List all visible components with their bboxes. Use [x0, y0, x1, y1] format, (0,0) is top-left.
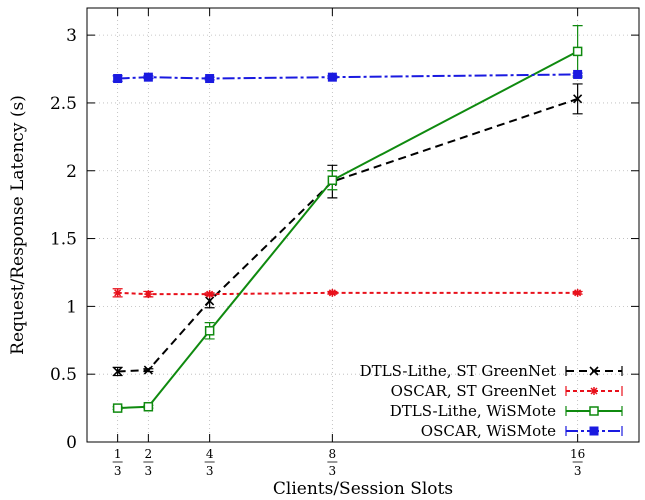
data-point — [573, 94, 583, 104]
legend-label: DTLS-Lithe, ST GreenNet — [360, 362, 556, 380]
data-point — [113, 366, 123, 377]
x-tick-label-denominator: 3 — [114, 464, 122, 478]
x-tick-label-numerator: 16 — [570, 447, 585, 461]
series-line — [117, 50, 579, 410]
legend-entry: DTLS-Lithe, ST GreenNet — [360, 362, 623, 380]
data-point — [144, 290, 153, 299]
data-point — [143, 401, 154, 412]
data-point — [327, 175, 338, 185]
data-point — [205, 296, 215, 306]
x-tick-label-denominator: 3 — [206, 464, 214, 478]
series-group — [112, 25, 583, 413]
legend-swatch-caps — [565, 426, 623, 436]
x-tick-label-numerator: 2 — [145, 447, 153, 461]
data-point — [589, 406, 599, 416]
series — [112, 25, 583, 413]
y-axis-label: Request/Response Latency (s) — [8, 95, 28, 355]
axis-ticks: 0 0.5 1 1.5 2 2.5 3 1 3 2 3 4 3 8 3 16 3 — [50, 8, 639, 478]
x-tick-label-numerator: 1 — [114, 447, 122, 461]
series-line — [117, 97, 578, 373]
y-tick-label: 1 — [66, 297, 77, 317]
data-point — [589, 366, 599, 376]
data-point — [205, 290, 214, 299]
y-tick-label: 0.5 — [50, 365, 77, 385]
legend-entry: OSCAR, WiSMote — [421, 422, 623, 440]
data-point — [590, 387, 598, 395]
x-tick-label-denominator: 3 — [145, 464, 153, 478]
legend-entry: OSCAR, ST GreenNet — [391, 382, 623, 400]
y-tick-label: 1.5 — [50, 230, 77, 250]
legend-swatch-caps — [565, 406, 623, 416]
data-point — [589, 426, 599, 436]
data-point — [205, 74, 215, 84]
series — [112, 83, 583, 377]
data-point — [573, 288, 582, 297]
data-point — [327, 72, 337, 82]
series — [112, 69, 583, 84]
y-tick-label: 3 — [66, 26, 77, 46]
x-tick-label-denominator: 3 — [329, 464, 337, 478]
legend-label: OSCAR, ST GreenNet — [391, 382, 556, 400]
y-tick-label: 2 — [66, 162, 77, 182]
x-tick-label-denominator: 3 — [574, 464, 582, 478]
data-point — [572, 46, 583, 57]
y-tick-label: 2.5 — [50, 94, 77, 114]
data-point — [573, 69, 583, 79]
data-point — [143, 72, 153, 82]
legend-swatch-caps — [565, 366, 623, 376]
legend-label: DTLS-Lithe, WiSMote — [390, 402, 556, 420]
data-point — [113, 288, 122, 297]
legend-label: OSCAR, WiSMote — [421, 422, 556, 440]
y-tick-label: 0 — [66, 433, 77, 453]
legend-swatch-caps — [565, 386, 623, 396]
data-point — [143, 365, 153, 375]
x-tick-label-numerator: 8 — [329, 447, 337, 461]
series-line — [117, 291, 578, 296]
series-line — [117, 73, 578, 80]
plot-frame — [86, 7, 640, 443]
legend-entry: DTLS-Lithe, WiSMote — [390, 402, 623, 420]
data-point — [112, 403, 123, 413]
x-axis-label: Clients/Session Slots — [273, 479, 453, 499]
data-point — [328, 288, 337, 297]
series — [112, 288, 583, 299]
data-point — [204, 326, 215, 336]
legend: DTLS-Lithe, ST GreenNet OSCAR, ST GreenNe… — [360, 362, 623, 440]
data-point — [113, 74, 123, 84]
x-tick-label-numerator: 4 — [206, 447, 214, 461]
